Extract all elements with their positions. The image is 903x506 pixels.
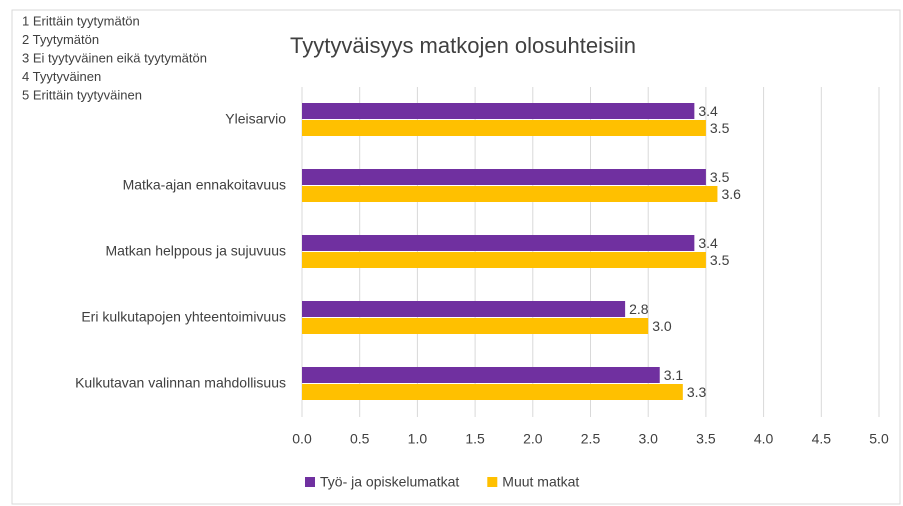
data-label: 3.6 <box>721 186 741 202</box>
bar <box>302 120 706 136</box>
x-tick-label: 4.0 <box>754 431 774 447</box>
x-tick-label: 0.0 <box>292 431 312 447</box>
y-tick-label: Kulkutavan valinnan mahdollisuus <box>75 375 286 391</box>
note: 3 Ei tyytyväinen eikä tyytymätön <box>22 50 207 65</box>
bar <box>302 103 695 119</box>
y-tick-label: Eri kulkutapojen yhteentoimivuus <box>81 309 286 325</box>
x-tick-label: 5.0 <box>869 431 889 447</box>
bar <box>302 252 706 268</box>
note: 4 Tyytyväinen <box>22 69 101 84</box>
x-tick-label: 2.0 <box>523 431 543 447</box>
x-tick-label: 1.0 <box>408 431 428 447</box>
note: 5 Erittäin tyytyväinen <box>22 87 142 102</box>
bar <box>302 301 626 317</box>
legend-swatch <box>305 477 315 487</box>
data-label: 3.5 <box>710 120 730 136</box>
bar <box>302 169 706 185</box>
legend-swatch <box>487 477 498 487</box>
y-tick-label: Matkan helppous ja sujuvuus <box>105 243 286 259</box>
data-label: 3.0 <box>652 318 672 334</box>
data-label: 3.4 <box>698 103 718 119</box>
x-tick-label: 3.5 <box>696 431 716 447</box>
bar <box>302 235 695 251</box>
y-tick-label: Matka-ajan ennakoitavuus <box>123 177 286 193</box>
x-tick-label: 4.5 <box>812 431 832 447</box>
y-tick-label: Yleisarvio <box>225 111 286 127</box>
data-label: 3.3 <box>687 384 707 400</box>
data-label: 2.8 <box>629 301 649 317</box>
bar <box>302 186 718 202</box>
note: 1 Erittäin tyytymätön <box>22 13 140 28</box>
x-tick-label: 3.0 <box>638 431 658 447</box>
data-label: 3.1 <box>664 367 684 383</box>
chart-title: Tyytyväisyys matkojen olosuhteisiin <box>290 33 636 58</box>
legend-label: Muut matkat <box>502 474 579 490</box>
x-tick-label: 0.5 <box>350 431 370 447</box>
bar <box>302 318 649 334</box>
data-label: 3.5 <box>710 169 730 185</box>
data-label: 3.5 <box>710 252 730 268</box>
bar <box>302 384 683 400</box>
bar <box>302 367 660 383</box>
legend-label: Työ- ja opiskelumatkat <box>320 474 459 490</box>
data-label: 3.4 <box>698 235 718 251</box>
x-tick-label: 2.5 <box>581 431 601 447</box>
note: 2 Tyytymätön <box>22 32 99 47</box>
x-tick-label: 1.5 <box>465 431 485 447</box>
